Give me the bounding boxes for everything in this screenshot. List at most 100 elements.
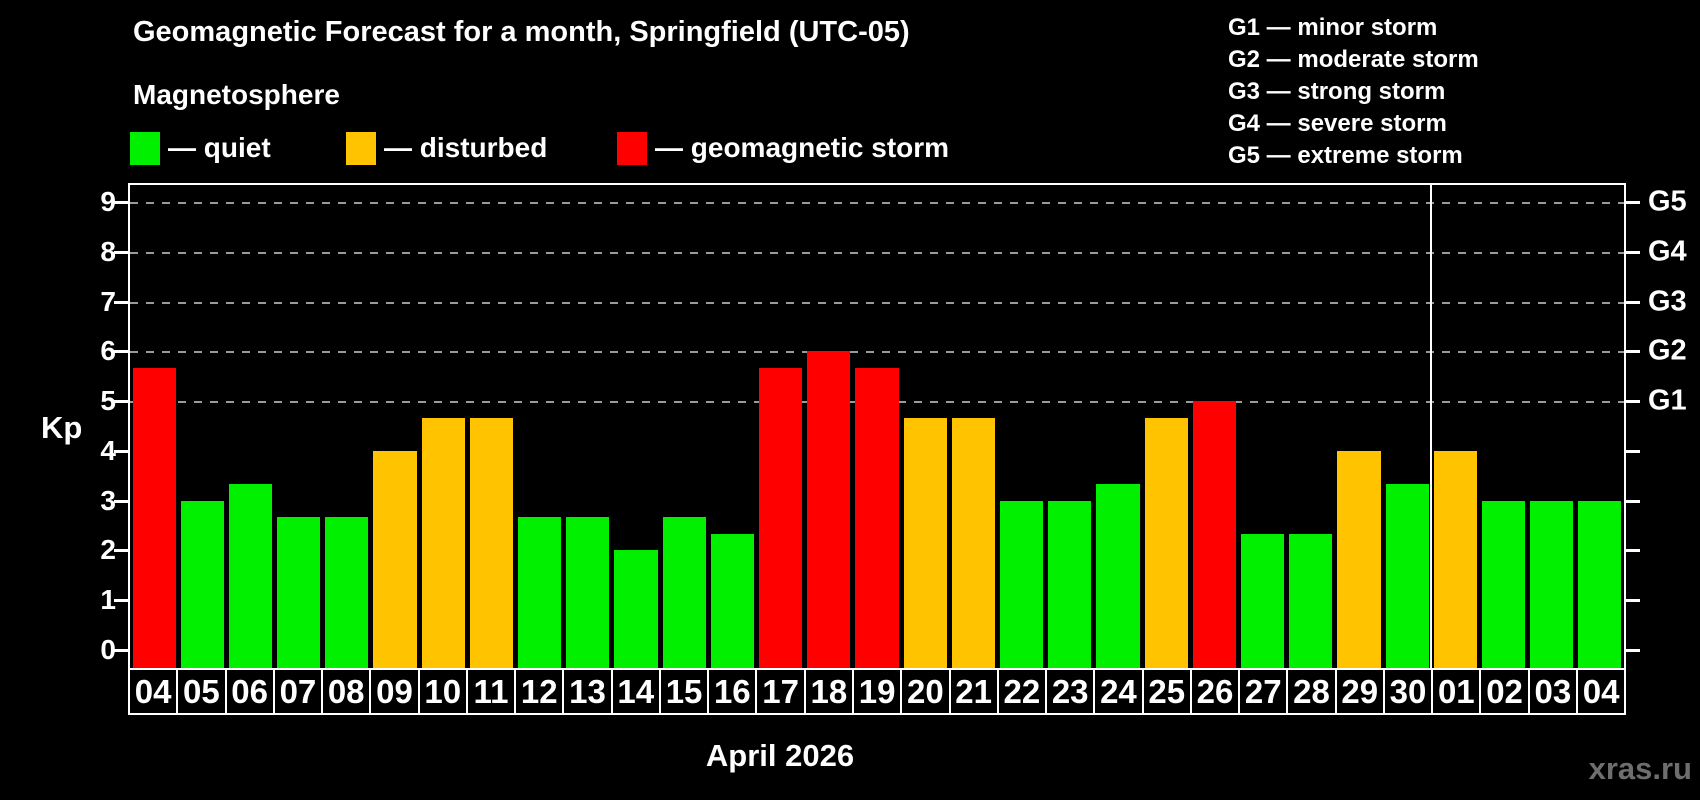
day-label-30: 30 (1385, 670, 1434, 713)
right-tick-kp-8 (1626, 250, 1640, 254)
right-tick-kp-2 (1626, 549, 1640, 553)
right-axis-label-g1: G1 (1648, 384, 1687, 417)
kp-bar-day-05 (180, 500, 224, 668)
day-label-29: 29 (1337, 670, 1385, 713)
gridline-kp-9 (130, 201, 1624, 204)
plot-area (128, 183, 1626, 668)
day-label-11: 11 (468, 670, 517, 713)
kp-bar-day-25 (1144, 417, 1188, 668)
legend-label-storm: — geomagnetic storm (655, 132, 950, 163)
kp-bar-day-22 (999, 500, 1044, 668)
day-label-27: 27 (1240, 670, 1289, 713)
day-label-03-next-month: 03 (1530, 670, 1578, 713)
storm-scale-line-5: G5 — extreme storm (1228, 142, 1463, 169)
day-label-20: 20 (902, 670, 951, 713)
storm-scale-line-3: G3 — strong storm (1228, 78, 1446, 105)
kp-bar-day-21 (951, 417, 995, 668)
left-tick-kp-9 (114, 200, 128, 204)
gridline-kp-7 (130, 301, 1624, 304)
right-tick-kp-5 (1626, 400, 1640, 404)
kp-bar-day-01 (1433, 450, 1477, 668)
day-label-09: 09 (371, 670, 420, 713)
right-tick-kp-4 (1626, 449, 1640, 453)
day-label-05: 05 (178, 670, 227, 713)
right-axis-label-g2: G2 (1648, 334, 1687, 367)
kp-bar-day-09 (373, 450, 417, 668)
left-tick-kp-1 (114, 599, 128, 603)
kp-bar-day-02 (1481, 500, 1526, 668)
kp-bar-day-04 (132, 367, 176, 668)
kp-bar-day-11 (469, 417, 514, 668)
y-axis-tick-label-6: 6 (100, 335, 116, 367)
right-axis-label-g3: G3 (1648, 285, 1687, 318)
watermark: xras.ru (1588, 751, 1692, 786)
day-label-16: 16 (709, 670, 758, 713)
left-tick-kp-2 (114, 549, 128, 553)
kp-bar-day-08 (325, 517, 369, 668)
left-tick-kp-0 (114, 649, 128, 652)
day-label-01-next-month: 01 (1433, 670, 1482, 713)
kp-bar-day-29 (1337, 450, 1381, 668)
kp-bar-day-23 (1048, 500, 1092, 668)
left-tick-kp-7 (114, 300, 128, 304)
right-tick-kp-9 (1626, 200, 1640, 204)
day-label-10: 10 (420, 670, 468, 713)
kp-bar-day-06 (228, 484, 273, 668)
y-axis-tick-label-1: 1 (100, 584, 116, 616)
storm-scale-legend: G1 — minor storm G2 — moderate storm G3 — … (1228, 12, 1479, 172)
right-tick-kp-3 (1626, 499, 1640, 503)
day-label-22: 22 (999, 670, 1048, 713)
day-label-06: 06 (227, 670, 275, 713)
y-axis-tick-label-7: 7 (100, 285, 116, 317)
gridline-kp-6 (130, 351, 1624, 354)
right-axis-label-g5: G5 (1648, 185, 1687, 218)
kp-bar-day-20 (903, 417, 947, 668)
storm-scale-line-1: G1 — minor storm (1228, 14, 1438, 41)
kp-bar-day-26 (1192, 401, 1236, 668)
y-axis-tick-label-3: 3 (100, 484, 116, 516)
day-label-07: 07 (275, 670, 324, 713)
kp-bar-day-12 (518, 517, 562, 668)
y-axis-tick-label-2: 2 (100, 534, 116, 566)
kp-bar-day-30 (1385, 484, 1429, 668)
day-label-26: 26 (1192, 670, 1241, 713)
kp-bar-day-18 (807, 351, 851, 668)
left-tick-kp-6 (114, 350, 128, 354)
day-label-14: 14 (613, 670, 661, 713)
legend-swatch-disturbed (346, 132, 376, 165)
kp-bar-day-16 (710, 534, 754, 668)
legend-label-disturbed: — disturbed (384, 132, 548, 163)
kp-bar-day-07 (277, 517, 321, 668)
y-axis-tick-label-5: 5 (100, 385, 116, 417)
day-label-02-next-month: 02 (1481, 670, 1530, 713)
kp-bar-day-13 (566, 517, 610, 668)
day-label-28: 28 (1288, 670, 1337, 713)
kp-bar-day-17 (759, 367, 803, 668)
left-tick-kp-3 (114, 499, 128, 503)
kp-bar-day-19 (855, 367, 899, 668)
day-label-13: 13 (564, 670, 613, 713)
kp-bar-day-28 (1289, 534, 1333, 668)
left-tick-kp-5 (114, 400, 128, 404)
gridline-kp-8 (130, 251, 1624, 254)
day-label-18: 18 (806, 670, 854, 713)
right-tick-kp-6 (1626, 350, 1640, 354)
right-tick-kp-7 (1626, 300, 1640, 304)
kp-bar-day-04 (1578, 500, 1622, 668)
day-label-17: 17 (757, 670, 806, 713)
month-separator-line (1430, 185, 1433, 668)
y-axis-tick-label-0: 0 (100, 634, 116, 665)
day-label-25: 25 (1144, 670, 1192, 713)
y-axis-tick-label-9: 9 (100, 185, 116, 217)
legend-swatch-quiet (130, 132, 160, 165)
magnetosphere-label: Magnetosphere (133, 79, 340, 110)
kp-bar-day-03 (1530, 500, 1574, 668)
kp-bar-day-15 (662, 517, 706, 668)
legend-swatch-storm (617, 132, 647, 165)
kp-bar-day-14 (614, 550, 658, 668)
x-axis-day-labels: 04 05 06 07 08 09 10 11 12 13 14 15 16 17 18 19 20 21 22 23… (128, 668, 1626, 715)
left-tick-kp-8 (114, 250, 128, 254)
legend-label-quiet: — quiet (168, 132, 271, 163)
kp-bar-day-27 (1240, 534, 1285, 668)
